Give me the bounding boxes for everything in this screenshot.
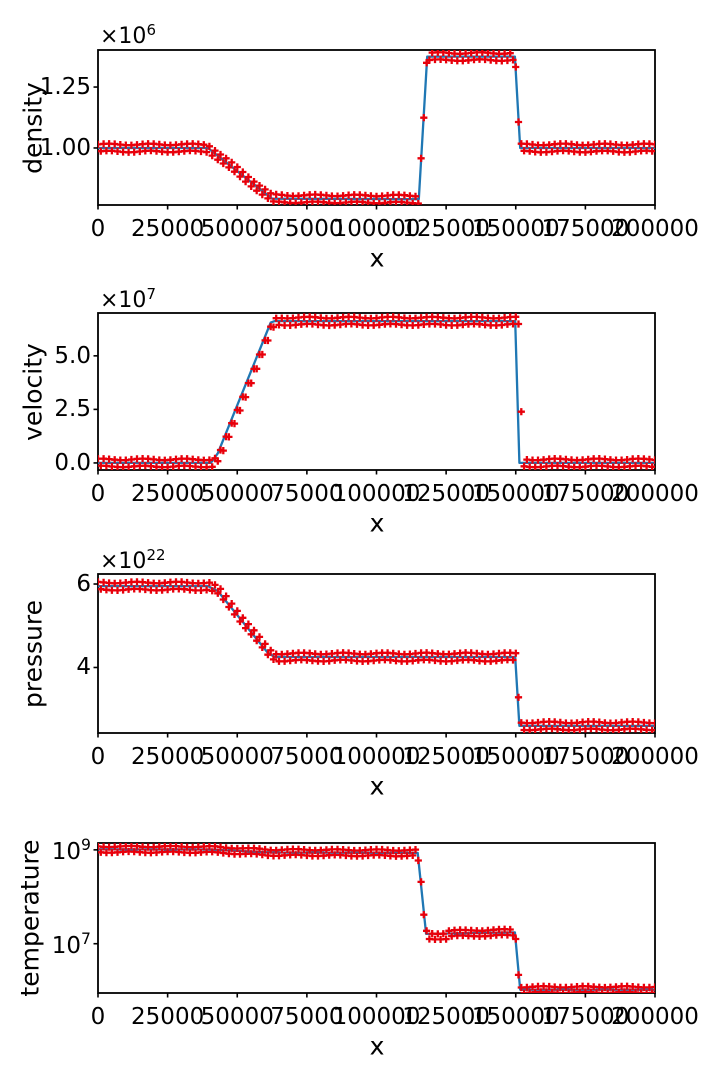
velocity-x-tick-label: 75000 [270,481,344,507]
pressure-y-axis-label: pressure [18,600,48,708]
velocity-x-tick-label: 125000 [402,481,491,507]
velocity-simulation-points-markers [98,313,655,470]
velocity-x-tick-label: 25000 [131,481,205,507]
pressure-scale-offset-text: ×1022 [100,545,166,575]
temperature-x-tick-label: 75000 [270,1004,344,1030]
pressure-x-tick-label: 200000 [611,744,699,770]
temperature-x-tick-label: 50000 [200,1004,274,1030]
temperature-y-tick-label: 109 [51,835,91,865]
pressure-x-tick-label: 50000 [200,744,274,770]
temperature-reference-solution-line [98,848,655,991]
pressure-simulation-points-markers [98,578,655,733]
velocity-x-tick-label: 50000 [200,481,274,507]
velocity-axes-frame [97,312,656,471]
velocity-x-tick-label: 0 [90,481,106,507]
temperature-axes-frame [97,842,656,994]
temperature-x-tick-label: 200000 [611,1004,699,1030]
subplot-velocity [93,312,656,475]
temperature-y-axis-label: temperature [15,839,45,997]
density-y-tick-label: 1.25 [39,74,91,101]
pressure-x-tick-label: 175000 [541,744,630,770]
pressure-x-tick-label: 0 [90,744,106,770]
subplot-temperature [93,842,656,998]
temperature-x-tick-label: 25000 [131,1004,205,1030]
temperature-x-tick-label: 100000 [332,1004,421,1030]
density-x-tick-label: 75000 [270,216,344,242]
density-reference-solution-line [98,55,655,201]
temperature-x-tick-label: 150000 [471,1004,560,1030]
density-x-tick-label: 0 [90,216,106,242]
density-y-tick-label: 1.00 [39,134,91,161]
velocity-scale-offset-text: ×107 [100,284,156,314]
density-x-axis-label: x [369,243,385,273]
density-x-tick-label: 100000 [332,216,421,242]
pressure-y-tick-label: 6 [76,571,91,598]
density-scale-offset-text: ×106 [100,20,156,50]
pressure-x-axis-label: x [369,771,385,801]
subplot-pressure [93,573,656,738]
pressure-x-tick-label: 25000 [131,744,205,770]
temperature-x-tick-label: 125000 [402,1004,491,1030]
temperature-y-tick-label: 107 [51,928,91,959]
velocity-reference-solution-line [98,319,655,465]
temperature-x-tick-label: 175000 [541,1004,630,1030]
temperature-simulation-points-markers [98,843,655,993]
velocity-y-tick-label: 5.0 [54,342,91,369]
density-x-tick-label: 175000 [541,216,630,242]
velocity-x-tick-label: 175000 [541,481,630,507]
density-x-tick-label: 125000 [402,216,491,242]
temperature-x-tick-label: 0 [90,1004,106,1030]
pressure-x-tick-label: 75000 [270,744,344,770]
velocity-y-axis-label: velocity [18,343,48,441]
density-x-tick-label: 25000 [131,216,205,242]
density-x-tick-label: 50000 [200,216,274,242]
density-x-tick-label: 200000 [611,216,699,242]
density-simulation-points-markers [98,50,655,205]
pressure-x-tick-label: 150000 [471,744,560,770]
density-axes-frame [97,49,656,206]
velocity-x-tick-label: 100000 [332,481,421,507]
velocity-x-axis-label: x [369,508,385,538]
velocity-y-tick-label: 2.5 [54,396,91,423]
subplot-density [93,49,656,210]
velocity-x-tick-label: 150000 [471,481,560,507]
pressure-y-tick-label: 4 [76,654,91,681]
density-x-tick-label: 150000 [471,216,560,242]
velocity-x-tick-label: 200000 [611,481,699,507]
pressure-x-tick-label: 125000 [402,744,491,770]
pressure-x-tick-label: 100000 [332,744,421,770]
velocity-y-tick-label: 0.0 [54,449,91,476]
temperature-x-axis-label: x [369,1031,385,1061]
